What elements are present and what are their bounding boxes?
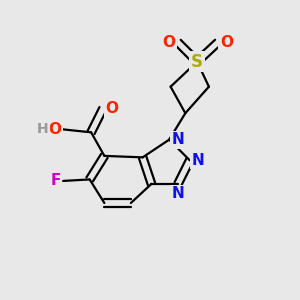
Text: O: O	[49, 122, 62, 137]
Text: O: O	[105, 101, 118, 116]
Text: O: O	[163, 35, 176, 50]
Text: N: N	[172, 132, 184, 147]
Text: N: N	[192, 153, 205, 168]
Text: N: N	[172, 186, 184, 201]
Text: F: F	[50, 173, 61, 188]
Text: S: S	[191, 53, 203, 71]
Text: O: O	[220, 35, 233, 50]
Text: H: H	[37, 122, 48, 136]
